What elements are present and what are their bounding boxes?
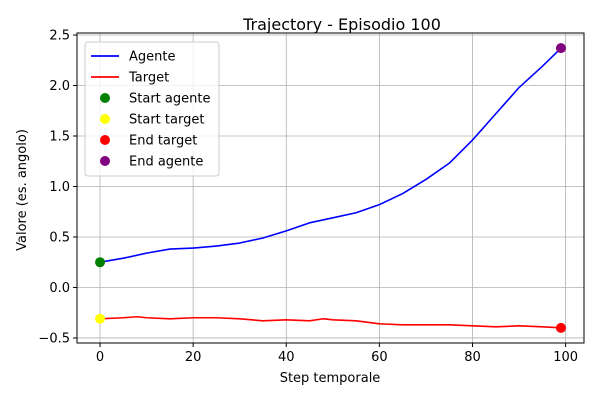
plot-frame (76, 32, 585, 344)
legend-label: Agente (129, 50, 175, 65)
chart-title: Trajectory - Episodio 100 (242, 15, 441, 34)
legend-label: Start target (129, 113, 204, 128)
marker-start-agente (95, 257, 106, 268)
x-tick-label: 0 (96, 350, 104, 365)
legend-marker-swatch (100, 135, 110, 145)
legend-label: Target (128, 71, 169, 86)
legend-label: End agente (129, 155, 203, 170)
legend-box (84, 41, 220, 177)
x-tick-label: 40 (278, 350, 295, 365)
marker-start-target (95, 313, 106, 324)
x-tick-label: 80 (464, 350, 481, 365)
x-axis-ticks: 0 20 40 60 80 100 (96, 343, 578, 365)
grid (77, 33, 584, 343)
legend-marker-swatch (100, 93, 110, 103)
series-line-agente (99, 47, 562, 264)
markers-layer (95, 43, 566, 333)
y-tick-label: 0.5 (49, 230, 70, 245)
x-tick-label: 60 (371, 350, 388, 365)
legend-label: Start agente (129, 92, 210, 107)
x-tick-label: 20 (185, 350, 202, 365)
legend-marker-swatch (100, 114, 110, 124)
x-tick-label: 100 (553, 350, 578, 365)
y-tick-label: 2.5 (49, 29, 70, 44)
legend: Agente Target Start agente Start target End … (84, 41, 220, 177)
legend-label: End target (129, 134, 197, 149)
y-axis-label: Valore (es. angolo) (15, 129, 30, 251)
y-tick-label: −0.5 (38, 331, 70, 346)
y-tick-label: 1.5 (49, 129, 70, 144)
series-line-target (100, 315, 561, 329)
y-tick-label: 2.0 (49, 79, 70, 94)
series-layer (99, 47, 562, 329)
y-tick-label: 1.0 (49, 180, 70, 195)
legend-marker-swatch (100, 156, 110, 166)
marker-end-target (555, 322, 566, 333)
marker-end-agente (555, 43, 566, 54)
y-axis-ticks: −0.5 0.0 0.5 1.0 1.5 2.0 2.5 (38, 29, 77, 346)
x-axis-label: Step temporale (280, 371, 381, 386)
y-tick-label: 0.0 (49, 281, 70, 296)
